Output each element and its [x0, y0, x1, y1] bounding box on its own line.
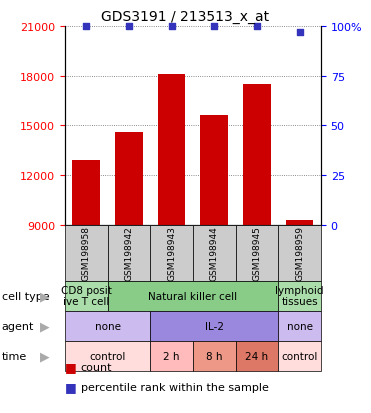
Point — [126, 24, 132, 30]
Text: ■: ■ — [65, 361, 77, 374]
Text: percentile rank within the sample: percentile rank within the sample — [81, 382, 268, 392]
Text: control: control — [281, 351, 318, 361]
Text: CD8 posit
ive T cell: CD8 posit ive T cell — [61, 285, 112, 307]
Bar — [115, 133, 143, 225]
Text: ▶: ▶ — [40, 290, 50, 302]
Text: GSM198959: GSM198959 — [295, 225, 304, 280]
Text: IL-2: IL-2 — [205, 321, 224, 331]
Text: 24 h: 24 h — [245, 351, 269, 361]
Text: ■: ■ — [65, 380, 77, 394]
Text: ▶: ▶ — [40, 350, 50, 363]
Text: agent: agent — [2, 321, 34, 331]
Point — [254, 24, 260, 30]
Bar — [200, 116, 228, 225]
Text: control: control — [89, 351, 126, 361]
Point — [297, 29, 303, 36]
Bar — [72, 161, 100, 225]
Text: ▶: ▶ — [40, 320, 50, 332]
Text: cell type: cell type — [2, 291, 49, 301]
Text: count: count — [81, 362, 112, 372]
Point — [83, 24, 89, 30]
Text: none: none — [95, 321, 121, 331]
Bar — [158, 75, 186, 225]
Text: Natural killer cell: Natural killer cell — [148, 291, 237, 301]
Text: 2 h: 2 h — [163, 351, 180, 361]
Point — [211, 24, 217, 30]
Text: none: none — [286, 321, 313, 331]
Text: GSM198944: GSM198944 — [210, 225, 219, 280]
Text: GSM198958: GSM198958 — [82, 225, 91, 280]
Text: lymphoid
tissues: lymphoid tissues — [275, 285, 324, 307]
Bar — [286, 220, 313, 225]
Text: 8 h: 8 h — [206, 351, 223, 361]
Text: GDS3191 / 213513_x_at: GDS3191 / 213513_x_at — [101, 10, 270, 24]
Text: GSM198945: GSM198945 — [252, 225, 262, 280]
Text: time: time — [2, 351, 27, 361]
Point — [168, 24, 174, 30]
Bar — [243, 85, 271, 225]
Text: GSM198942: GSM198942 — [124, 225, 134, 280]
Text: GSM198943: GSM198943 — [167, 225, 176, 280]
